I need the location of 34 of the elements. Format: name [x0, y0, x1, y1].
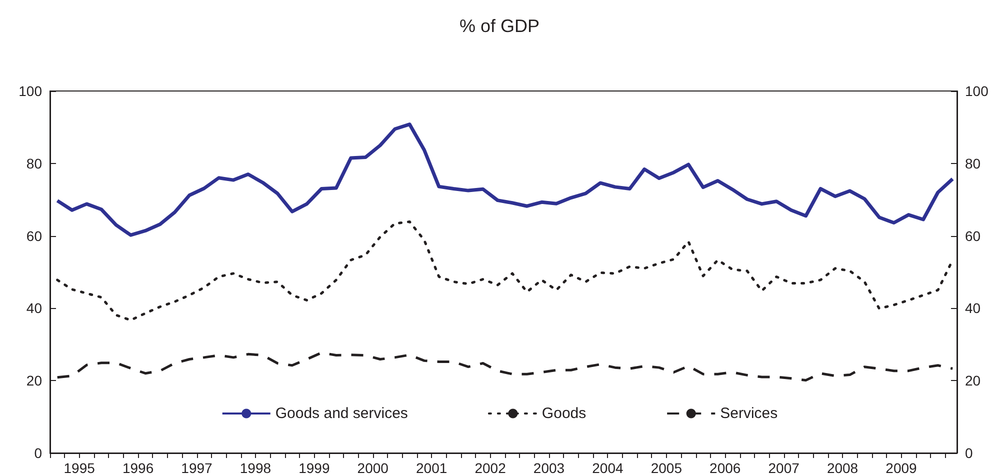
x-tick-label: 2000: [357, 460, 389, 476]
x-tick-label: 1997: [181, 460, 213, 476]
legend-label: Services: [720, 405, 778, 422]
x-tick-label: 1999: [298, 460, 330, 476]
y2-tick-label: 20: [965, 372, 981, 389]
y2-tick-label: 0: [965, 445, 973, 461]
y-tick-label: 40: [26, 300, 42, 316]
x-tick-label: 2007: [768, 460, 800, 476]
y-tick-label: 80: [26, 155, 42, 172]
y-tick-label: 0: [34, 445, 42, 461]
y-tick-label: 20: [26, 372, 42, 389]
x-tick-label: 1998: [240, 460, 272, 476]
line-series: [56, 122, 954, 237]
x-tick-label: 2003: [533, 460, 565, 476]
legend-label: Goods: [542, 405, 586, 422]
line-series: [56, 351, 954, 382]
y2-tick-label: 100: [965, 83, 989, 99]
chart-title: % of GDP: [459, 16, 540, 36]
y2-tick-label: 80: [965, 155, 981, 172]
x-tick-label: 2009: [886, 460, 918, 476]
x-tick-label: 1996: [122, 460, 154, 476]
x-tick-label: 2004: [592, 460, 624, 476]
y2-tick-label: 40: [965, 300, 981, 316]
x-tick-label: 2005: [650, 460, 682, 476]
x-tick-label: 2006: [710, 460, 741, 476]
line-series: [56, 220, 954, 322]
y-tick-label: 100: [18, 83, 42, 99]
legend-label: Goods and services: [275, 405, 408, 422]
y2-tick-label: 60: [965, 228, 981, 244]
x-tick-label: 1995: [64, 460, 96, 476]
x-tick-label: 2002: [474, 460, 506, 476]
x-tick-label: 2001: [416, 460, 448, 476]
y-tick-label: 60: [26, 228, 42, 244]
x-tick-label: 2008: [826, 460, 858, 476]
